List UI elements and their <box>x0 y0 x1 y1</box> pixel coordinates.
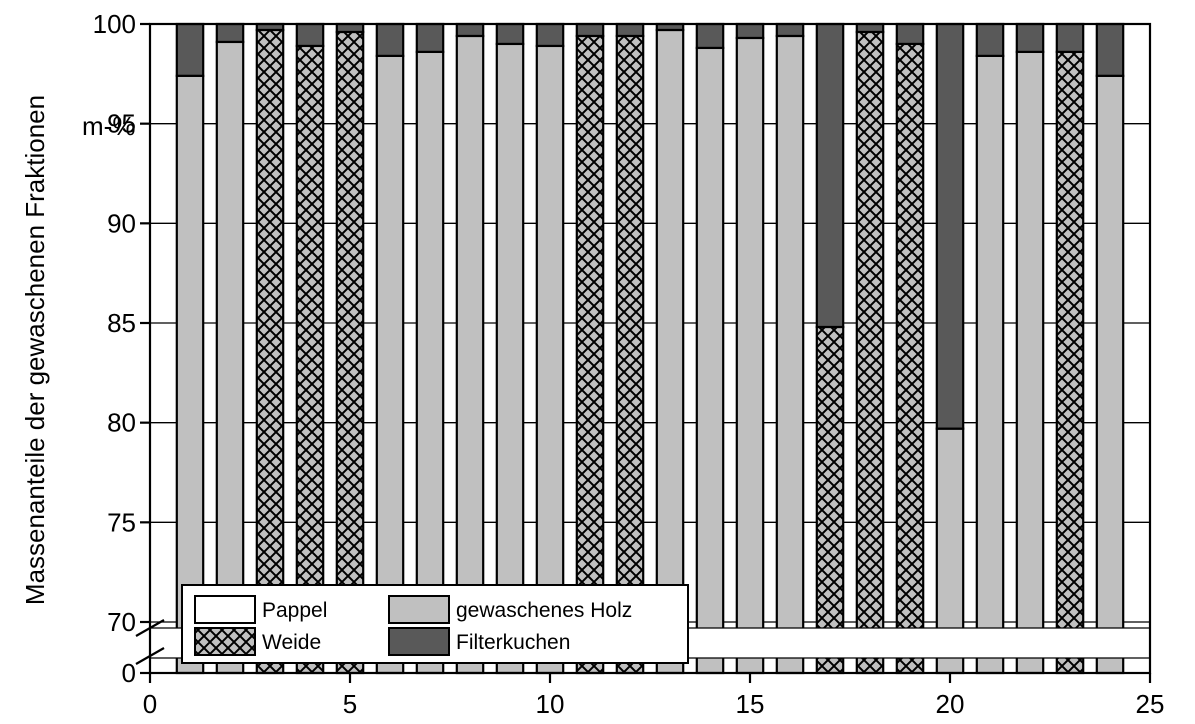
bar-filterkuchen <box>1015 22 1045 54</box>
legend-label-pappel: Pappel <box>262 599 327 622</box>
axis-break-mark <box>135 647 165 665</box>
x-tick-label: 15 <box>736 689 765 719</box>
bar-holz <box>175 74 205 675</box>
bar-holz <box>335 30 365 675</box>
bar-holz <box>295 44 325 675</box>
legend-label-filter: Filterkuchen <box>456 631 570 654</box>
bar-filterkuchen <box>855 22 885 34</box>
bar-holz <box>695 46 725 675</box>
tick-labels: 70 75 80 85 90 95 100 00 5 10 15 20 25 <box>93 9 1165 719</box>
legend-swatch-weide <box>194 627 256 656</box>
bar-holz <box>255 28 285 675</box>
x-tick-label: 25 <box>1136 689 1165 719</box>
bar-filterkuchen <box>375 22 405 57</box>
bar-filterkuchen <box>935 22 965 430</box>
y-tick-label: 80 <box>107 408 136 438</box>
bar-filterkuchen <box>175 22 205 77</box>
bar-filterkuchen <box>455 22 485 38</box>
y-tick-label: 85 <box>107 308 136 338</box>
bar-holz <box>535 44 565 675</box>
bar-filterkuchen <box>415 22 445 54</box>
axis-break-mark <box>135 619 165 637</box>
bar-filterkuchen <box>975 22 1005 57</box>
y-tick-label: 100 <box>93 9 136 39</box>
bar-holz <box>775 34 805 675</box>
x-tick-label: 0 <box>143 689 157 719</box>
bar-holz <box>215 40 245 675</box>
plot-frame <box>148 22 1152 675</box>
x-tick-label: 5 <box>343 689 357 719</box>
bar-filterkuchen <box>775 22 805 38</box>
bar-holz <box>815 325 845 675</box>
bar-filterkuchen <box>215 22 245 44</box>
y-unit-label: m-% <box>82 111 135 141</box>
bar-filterkuchen <box>615 22 645 38</box>
bar-filterkuchen <box>495 22 525 46</box>
bar-holz <box>415 50 445 675</box>
bar-holz <box>1095 74 1125 675</box>
bar-filterkuchen <box>335 22 365 34</box>
y-axis-title: Massenanteile der gewaschenen Fraktionen <box>20 95 50 605</box>
bar-filterkuchen <box>895 22 925 46</box>
bar-holz <box>895 42 925 675</box>
bar-holz <box>1055 50 1085 675</box>
bar-filterkuchen <box>735 22 765 40</box>
y-tick-label: 90 <box>107 208 136 238</box>
x-tick-label: 10 <box>536 689 565 719</box>
bar-holz <box>455 34 485 675</box>
bar-holz <box>655 28 685 675</box>
y-tick-label: 70 <box>107 607 136 637</box>
bar-holz <box>1015 50 1045 675</box>
y-tick-label: 95 <box>107 109 136 139</box>
bar-holz <box>495 42 525 675</box>
bar-holz <box>615 34 645 675</box>
bar-holz <box>855 30 885 675</box>
bar-holz <box>575 34 605 675</box>
y-tick-label: 75 <box>107 507 136 537</box>
bar-filterkuchen <box>295 22 325 48</box>
x-tick-label: 20 <box>936 689 965 719</box>
bar-holz <box>975 54 1005 675</box>
bar-filterkuchen <box>1095 22 1125 77</box>
bar-filterkuchen <box>575 22 605 38</box>
legend-label-holz: gewaschenes Holz <box>456 599 632 622</box>
bar-filterkuchen <box>695 22 725 50</box>
legend-swatch-pappel <box>194 595 256 624</box>
legend-swatch-filter <box>388 627 450 656</box>
bar-filterkuchen <box>815 22 845 329</box>
bar-filterkuchen <box>1055 22 1085 54</box>
legend-label-weide: Weide <box>262 631 321 654</box>
bar-filterkuchen <box>535 22 565 48</box>
legend: Pappel Weide gewaschenes Holz Filterkuch… <box>181 584 689 664</box>
bar-holz <box>375 54 405 675</box>
y-tick-label: 0 <box>122 658 136 688</box>
legend-swatch-holz <box>388 595 450 624</box>
bars <box>175 22 1125 675</box>
bar-holz <box>735 36 765 675</box>
